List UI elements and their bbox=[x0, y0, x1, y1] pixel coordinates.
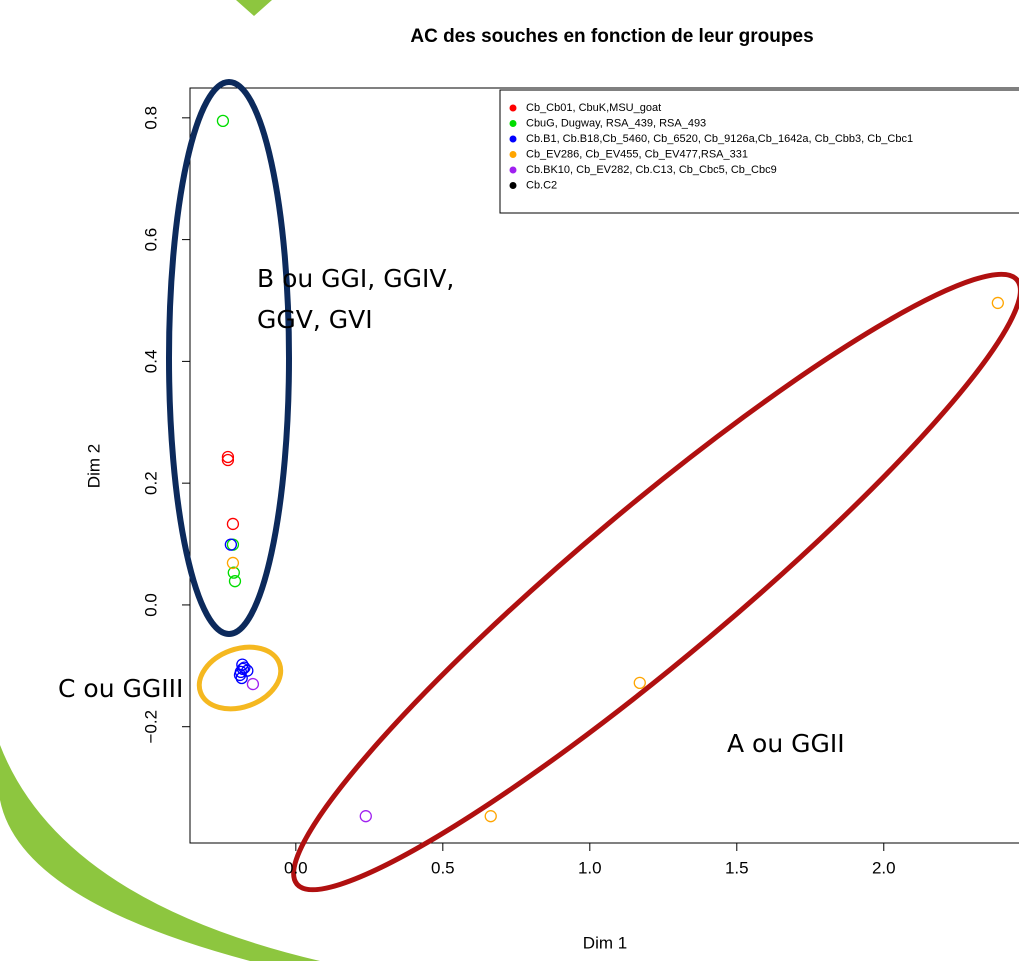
legend-marker bbox=[509, 104, 517, 112]
point bbox=[235, 671, 248, 685]
y-tick-label: 0.0 bbox=[141, 593, 160, 617]
legend-box bbox=[499, 89, 1019, 214]
annotation: B ou GGI, GGIV, bbox=[257, 264, 454, 293]
y-tick-label: 0.8 bbox=[141, 106, 160, 130]
point bbox=[227, 566, 240, 579]
legend-marker bbox=[509, 151, 517, 158]
legend-label: Cb.C2 bbox=[526, 179, 557, 191]
y-tick-label: 0.6 bbox=[141, 228, 160, 252]
point bbox=[224, 538, 238, 551]
legend-label: CbuG, Dugway, RSA_439, RSA_493 bbox=[526, 117, 706, 129]
legend-label: Cb_Cb01, CbuK,MSU_goat bbox=[526, 102, 661, 114]
y-tick-label: 0.2 bbox=[141, 471, 160, 495]
y-tick-label: 0.4 bbox=[141, 350, 160, 374]
point bbox=[359, 810, 372, 823]
annotation: C ou GGIII bbox=[58, 674, 183, 703]
x-tick-label: 1.5 bbox=[725, 858, 749, 877]
legend-marker bbox=[509, 166, 517, 174]
annotation: A ou GGII bbox=[727, 729, 845, 758]
decor-arc bbox=[0, 745, 320, 961]
legend-label: Cb.BK10, Cb_EV282, Cb.C13, Cb_Cbc5, Cb_C… bbox=[526, 164, 777, 176]
annotation: GGV, GVI bbox=[257, 305, 373, 334]
x-axis-label: Dim 1 bbox=[583, 933, 627, 952]
point bbox=[246, 677, 260, 691]
decor-chevron bbox=[236, 0, 272, 16]
legend-label: Cb_EV286, Cb_EV455, Cb_EV477,RSA_331 bbox=[526, 148, 748, 160]
point bbox=[228, 575, 242, 588]
x-tick-label: 0.0 bbox=[284, 858, 308, 877]
legend-marker bbox=[509, 120, 517, 127]
plot-frame bbox=[189, 87, 1019, 844]
x-tick-label: 1.0 bbox=[578, 858, 602, 877]
x-tick-label: 2.0 bbox=[872, 858, 896, 877]
x-tick-label: 0.5 bbox=[431, 858, 455, 877]
point bbox=[221, 450, 235, 464]
point bbox=[221, 453, 235, 467]
point bbox=[226, 556, 240, 570]
point bbox=[216, 114, 230, 128]
point bbox=[633, 676, 646, 690]
chart-title: AC des souches en fonction de leur group… bbox=[410, 26, 813, 47]
legend: Cb_Cb01, CbuK,MSU_goat CbuG, Dugway, RSA_… bbox=[499, 89, 1019, 214]
legend-marker bbox=[509, 135, 517, 143]
point bbox=[484, 810, 497, 823]
group-a-ellipse bbox=[291, 271, 1019, 893]
legend-label: Cb.B1, Cb.B18,Cb_5460, Cb_6520, Cb_9126a… bbox=[526, 133, 913, 145]
point bbox=[991, 296, 1004, 310]
point bbox=[226, 517, 240, 531]
group-c-ellipse bbox=[196, 644, 284, 712]
point bbox=[233, 668, 247, 682]
y-tick-label: −0.2 bbox=[141, 710, 160, 744]
group-b-ellipse bbox=[166, 79, 292, 637]
y-axis-label: Dim 2 bbox=[84, 444, 103, 488]
legend-marker bbox=[509, 182, 517, 189]
